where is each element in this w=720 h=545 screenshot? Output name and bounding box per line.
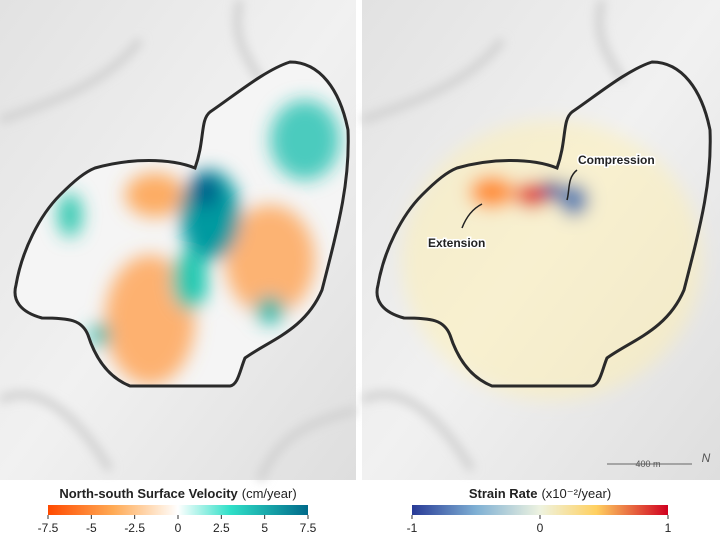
legend-unit: (cm/year) [242, 486, 297, 501]
legend-title-text: North-south Surface Velocity [59, 486, 238, 501]
legend-title: Strain Rate (x10⁻²/year) [469, 486, 611, 501]
annotation: Extension [428, 236, 485, 250]
colorbar-tick-label: -5 [86, 521, 97, 535]
colorbar-tick-label: 0 [537, 521, 544, 535]
north-arrow: N [702, 451, 711, 465]
velocity-colorbar [48, 505, 308, 515]
legend-title: North-south Surface Velocity (cm/year) [59, 486, 296, 501]
scale-bar-label: 400 m [635, 459, 660, 469]
colorbar-tick-label: 7.5 [300, 521, 317, 535]
legend-unit: (x10⁻²/year) [541, 486, 611, 501]
colorbar-tick-label: 5 [261, 521, 268, 535]
strain-map [360, 0, 720, 480]
strain-colorbar [412, 505, 668, 515]
colorbar-tick-label: -7.5 [38, 521, 59, 535]
colorbar-tick-label: 2.5 [213, 521, 230, 535]
colorbar-tick-label: -2.5 [124, 521, 145, 535]
velocity-map [0, 0, 358, 482]
colorbar-tick-label: 1 [665, 521, 672, 535]
colorbar-tick-label: -1 [407, 521, 418, 535]
annotation: Compression [578, 153, 655, 167]
legend-title-text: Strain Rate [469, 486, 538, 501]
colorbar-tick-label: 0 [175, 521, 182, 535]
